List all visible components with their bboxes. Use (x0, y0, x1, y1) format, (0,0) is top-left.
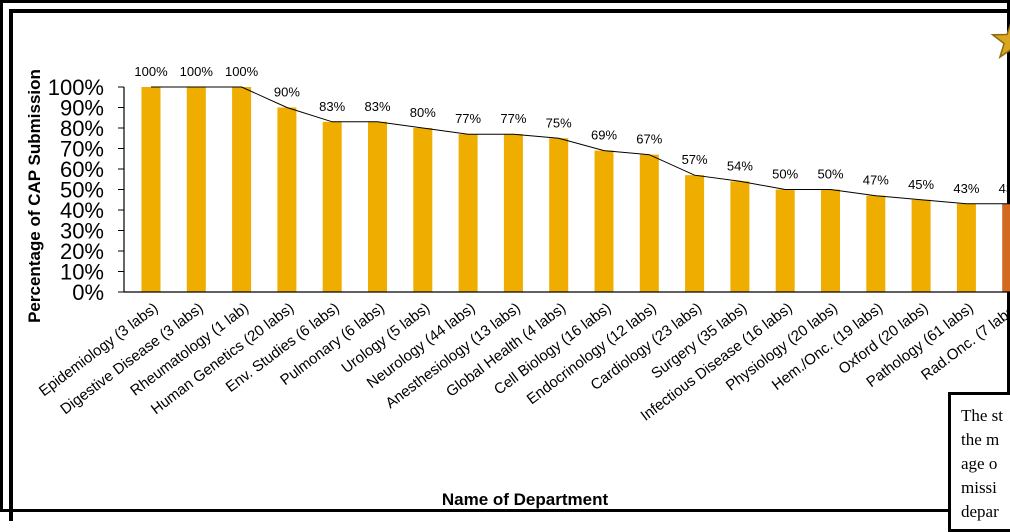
data-label: 67% (636, 132, 662, 147)
bar (595, 151, 614, 292)
x-axis-label: Name of Department (442, 490, 609, 509)
data-labels: 100% 100% 100% 90% 83% 83% 80% 77% 77% 75% 69% 67% 5… (134, 64, 1010, 196)
data-label: 43% (999, 181, 1010, 196)
data-label: 50% (772, 167, 798, 182)
data-label: 100% (180, 64, 214, 79)
data-label: 83% (364, 99, 390, 114)
bar (142, 87, 161, 292)
data-label: 90% (274, 85, 300, 100)
data-label: 57% (682, 152, 708, 167)
data-label: 100% (134, 64, 168, 79)
data-label: 50% (817, 167, 843, 182)
data-label: 45% (908, 177, 934, 192)
star-icon (993, 21, 1010, 57)
data-label: 75% (546, 115, 572, 130)
bar (957, 204, 976, 292)
bar (640, 155, 659, 292)
data-label: 77% (455, 111, 481, 126)
bar (413, 128, 432, 292)
data-label: 43% (953, 181, 979, 196)
data-label: 77% (500, 111, 526, 126)
bar (866, 196, 885, 292)
bar (504, 134, 523, 292)
bar (776, 190, 795, 293)
bar (730, 181, 749, 292)
bar (277, 108, 296, 293)
bar (821, 190, 840, 293)
y-axis-ticks: 0%10%20%30%40%50%60%70%80%90%100% (48, 75, 124, 305)
data-label: 69% (591, 128, 617, 143)
data-label: 100% (225, 64, 259, 79)
data-label: 80% (410, 105, 436, 120)
bar (232, 87, 251, 292)
y-tick-label: 100% (48, 75, 104, 100)
data-label: 54% (727, 158, 753, 173)
bar (685, 175, 704, 292)
note-box: The st the m age o missi depar (948, 392, 1010, 532)
data-label: 83% (319, 99, 345, 114)
bars (142, 87, 1010, 292)
bar (368, 122, 387, 292)
bar (549, 138, 568, 292)
bar-chart: 0%10%20%30%40%50%60%70%80%90%100% 100%10… (0, 0, 1010, 512)
bar (1002, 204, 1010, 292)
x-axis-ticks: Epidemiology (3 labs)Digestive Disease (… (36, 300, 1010, 425)
data-label: 47% (863, 173, 889, 188)
bar (187, 87, 206, 292)
bar (912, 200, 931, 292)
bar (323, 122, 342, 292)
y-axis-label: Percentage of CAP Submission (25, 69, 44, 323)
bar (459, 134, 478, 292)
